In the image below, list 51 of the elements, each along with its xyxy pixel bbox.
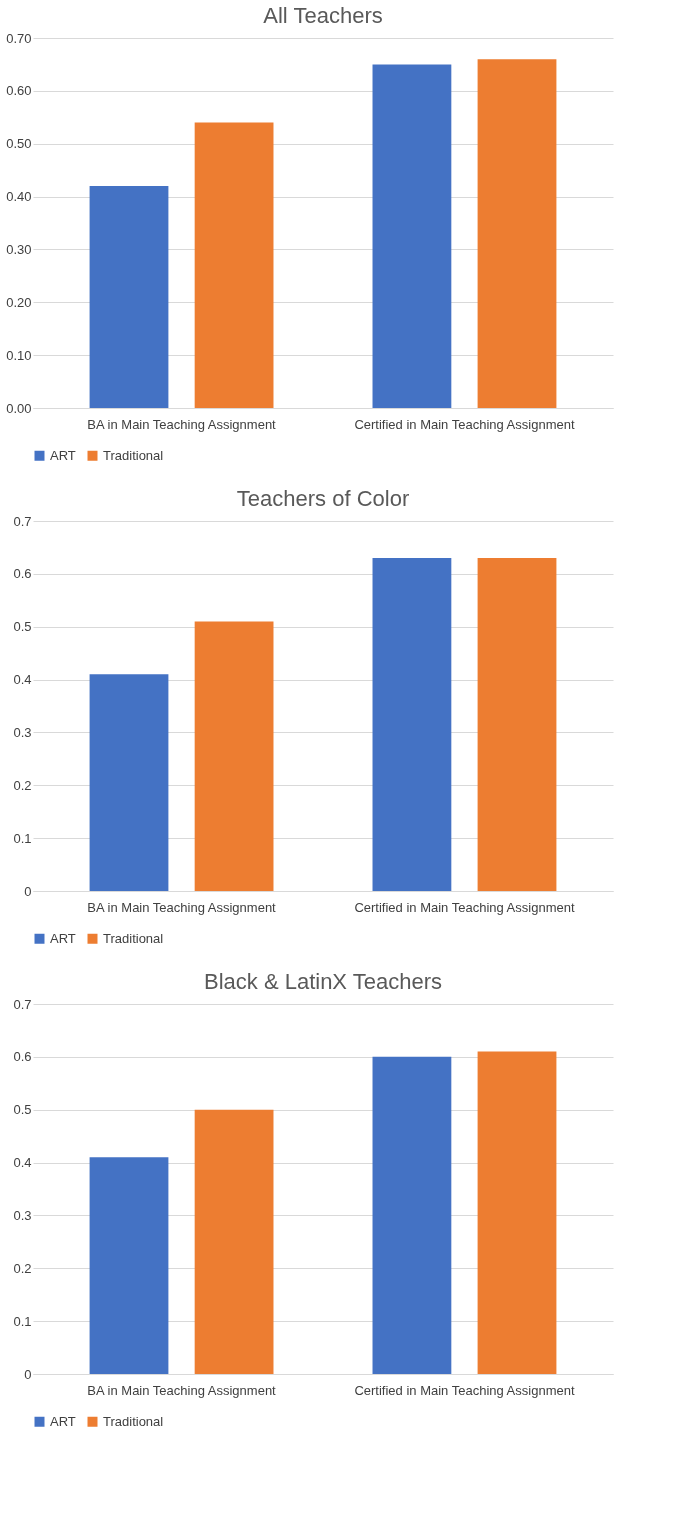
- legend-label: Traditional: [103, 447, 164, 463]
- y-tick-label: 0.20: [6, 294, 32, 310]
- y-tick-label: 0.7: [13, 513, 32, 529]
- bar: [477, 59, 557, 408]
- bar: [194, 1109, 274, 1374]
- y-tick-label: 0.30: [6, 241, 32, 257]
- x-tick-label: Certified in Main Teaching Assignment: [354, 1382, 575, 1398]
- y-tick-label: 0.5: [13, 1102, 32, 1118]
- y-tick-label: 0.60: [6, 83, 32, 99]
- legend-label: ART: [50, 1413, 76, 1429]
- y-tick-label: 0: [24, 883, 32, 899]
- legend-label: Traditional: [103, 930, 164, 946]
- x-tick-label: BA in Main Teaching Assignment: [87, 416, 277, 432]
- x-tick-label: Certified in Main Teaching Assignment: [354, 416, 575, 432]
- y-tick-label: 0.6: [13, 566, 32, 582]
- bar: [89, 1157, 169, 1374]
- bar: [477, 1051, 557, 1374]
- x-tick-label: BA in Main Teaching Assignment: [87, 899, 277, 915]
- y-tick-label: 0.1: [13, 1313, 32, 1329]
- bar: [372, 558, 452, 891]
- bar: [89, 186, 169, 408]
- y-tick-label: 0.6: [13, 1049, 32, 1065]
- y-tick-label: 0.40: [6, 189, 32, 205]
- bar: [89, 674, 169, 891]
- y-tick-label: 0.4: [13, 1155, 32, 1171]
- legend-label: ART: [50, 447, 76, 463]
- y-tick-label: 0.00: [6, 400, 32, 416]
- bar: [194, 122, 274, 408]
- y-tick-label: 0.7: [13, 996, 32, 1012]
- bar: [372, 64, 452, 408]
- x-tick-label: Certified in Main Teaching Assignment: [354, 899, 575, 915]
- chart-title: Teachers of Color: [236, 486, 410, 511]
- y-tick-label: 0.50: [6, 136, 32, 152]
- legend-label: ART: [50, 930, 76, 946]
- y-tick-label: 0.1: [13, 830, 32, 846]
- y-tick-label: 0.2: [13, 777, 32, 793]
- y-tick-label: 0.10: [6, 347, 32, 363]
- y-tick-label: 0.4: [13, 672, 32, 688]
- chart-title: All Teachers: [263, 3, 383, 28]
- legend-label: Traditional: [103, 1413, 164, 1429]
- y-tick-label: 0.3: [13, 724, 32, 740]
- y-tick-label: 0.70: [6, 30, 32, 46]
- y-tick-label: 0.5: [13, 619, 32, 635]
- y-tick-label: 0: [24, 1366, 32, 1382]
- bar: [372, 1056, 452, 1374]
- bar: [477, 558, 557, 891]
- y-tick-label: 0.2: [13, 1260, 32, 1276]
- x-tick-label: BA in Main Teaching Assignment: [87, 1382, 277, 1398]
- chart-title: Black & LatinX Teachers: [203, 969, 443, 994]
- bar: [194, 621, 274, 891]
- y-tick-label: 0.3: [13, 1207, 32, 1223]
